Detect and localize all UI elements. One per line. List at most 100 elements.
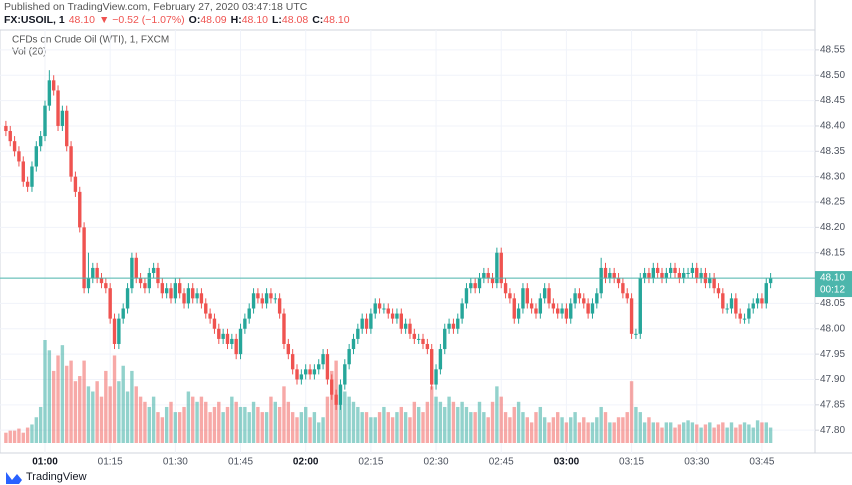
volume-bar	[182, 406, 186, 443]
volume-bar	[660, 427, 664, 443]
candle-body	[125, 288, 130, 309]
volume-bar	[499, 396, 503, 443]
volume-bar	[390, 417, 395, 443]
volume-bar	[325, 396, 330, 443]
candle-body	[586, 303, 590, 314]
candle-body	[286, 343, 291, 355]
candle-body	[473, 283, 477, 289]
volume-bar	[590, 422, 595, 443]
candle-body	[264, 293, 269, 304]
candle-body	[729, 298, 734, 309]
volume-bar	[395, 412, 399, 443]
candle-body	[738, 313, 742, 319]
x-tick-label: 01:30	[163, 457, 188, 468]
candle-body	[447, 323, 451, 329]
candle-body	[225, 333, 230, 344]
candle-body	[112, 318, 117, 344]
candle-body	[130, 257, 134, 289]
volume-bar	[486, 417, 490, 443]
candle-body	[343, 364, 347, 385]
last-price-box	[815, 271, 852, 298]
x-tick-label: 03:15	[619, 457, 644, 468]
candle-body	[716, 288, 721, 294]
candle-body	[308, 369, 312, 375]
candle-body	[73, 176, 78, 192]
volume-bar	[130, 370, 134, 443]
candle-body	[212, 318, 217, 329]
volume-bar	[17, 428, 21, 443]
candle-body	[91, 267, 95, 279]
volume-bar	[760, 422, 764, 443]
candle-body	[603, 267, 608, 279]
symbol-line: FX:USOIL, 1 48.10 ▼ −0.52 (−1.07%) O: 48.09 H…	[4, 14, 350, 26]
candle-body	[512, 298, 516, 319]
candle-body	[408, 323, 412, 334]
y-tick-label: 48.40	[820, 121, 845, 132]
volume-bar	[451, 401, 456, 443]
candle-body	[169, 288, 173, 299]
candle-body	[421, 338, 425, 344]
volume-bar	[204, 401, 208, 443]
candle-body	[634, 333, 638, 335]
candle-body	[65, 110, 69, 147]
candle-body	[460, 303, 464, 319]
volume-bar	[664, 422, 669, 443]
candle-body	[768, 278, 773, 284]
volume-bar	[573, 412, 577, 443]
candle-body	[677, 272, 682, 279]
volume-bar	[677, 424, 682, 443]
volume-bar	[538, 406, 543, 443]
volume-bar	[199, 396, 204, 443]
candle-body	[477, 278, 482, 289]
volume-bar	[382, 406, 386, 443]
volume-label: Vol (20)	[12, 47, 46, 58]
candle-body	[30, 166, 34, 187]
candle-body	[247, 308, 251, 319]
candle-body	[199, 293, 204, 304]
x-tick-label: 02:45	[489, 457, 514, 468]
y-tick-label: 48.15	[820, 247, 845, 258]
volume-bar	[434, 396, 438, 443]
candle-body	[351, 338, 356, 350]
candle-body	[338, 384, 343, 405]
y-tick-label: 48.55	[820, 45, 845, 56]
candle-body	[143, 283, 147, 289]
volume-bar	[564, 422, 569, 443]
volume-bar	[403, 412, 408, 443]
volume-bar	[460, 401, 464, 443]
volume-bar	[521, 412, 525, 443]
y-tick-label: 47.80	[820, 425, 845, 436]
volume-bar	[347, 396, 351, 443]
candle-body	[330, 379, 334, 395]
candle-body	[629, 298, 634, 334]
candle-body	[386, 308, 390, 314]
volume-bar	[264, 412, 269, 443]
candle-body	[204, 303, 208, 314]
candle-body	[182, 293, 186, 304]
candle-body	[25, 181, 30, 187]
volume-bar	[251, 401, 256, 443]
candle-body	[360, 318, 364, 329]
candle-body	[508, 293, 512, 299]
volume-bar	[151, 396, 156, 443]
volume-bar	[625, 412, 629, 443]
candle-body	[191, 288, 195, 299]
y-tick-label: 47.85	[820, 399, 845, 410]
volume-bar	[269, 396, 273, 443]
candle-body	[82, 227, 86, 289]
candle-body	[312, 369, 317, 375]
volume-bar	[534, 412, 538, 443]
volume-bar	[547, 422, 551, 443]
volume-bar	[503, 412, 508, 443]
candle-body	[4, 125, 8, 132]
candle-body	[503, 283, 508, 294]
candle-body	[625, 293, 629, 299]
volume-bar	[690, 422, 695, 443]
candle-body	[269, 293, 273, 299]
volume-bar	[286, 401, 291, 443]
volume-bar	[490, 401, 495, 443]
candle-body	[495, 252, 499, 284]
candle-body	[295, 369, 299, 380]
candle-body	[521, 288, 525, 309]
volume-bar	[673, 427, 677, 443]
